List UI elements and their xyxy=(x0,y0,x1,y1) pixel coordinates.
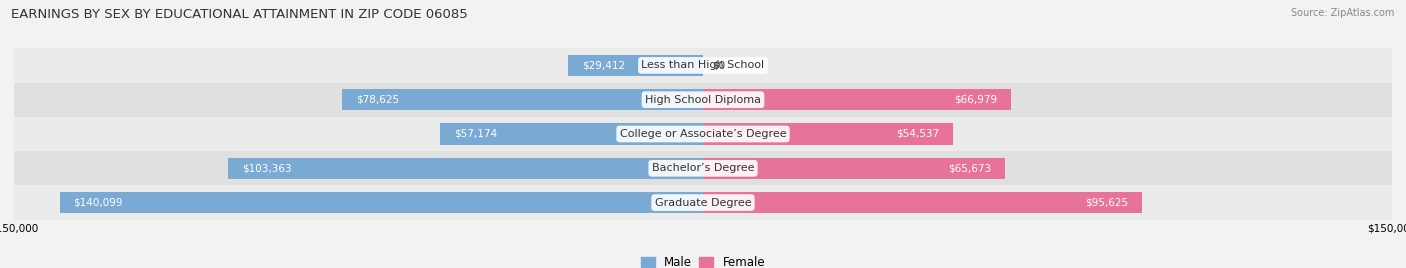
Bar xyxy=(14,83,1392,117)
Bar xyxy=(14,48,1392,83)
Text: Bachelor’s Degree: Bachelor’s Degree xyxy=(652,163,754,173)
Text: Graduate Degree: Graduate Degree xyxy=(655,198,751,208)
Text: $66,979: $66,979 xyxy=(953,95,997,105)
Legend: Male, Female: Male, Female xyxy=(641,256,765,268)
Text: High School Diploma: High School Diploma xyxy=(645,95,761,105)
Bar xyxy=(228,158,703,179)
Text: $95,625: $95,625 xyxy=(1085,198,1129,208)
Bar xyxy=(59,192,703,213)
Bar xyxy=(14,185,1392,220)
Bar xyxy=(440,123,703,145)
Bar xyxy=(14,151,1392,185)
Text: $78,625: $78,625 xyxy=(356,95,399,105)
Bar xyxy=(703,123,953,145)
Text: $54,537: $54,537 xyxy=(897,129,939,139)
Bar xyxy=(703,192,1142,213)
Text: EARNINGS BY SEX BY EDUCATIONAL ATTAINMENT IN ZIP CODE 06085: EARNINGS BY SEX BY EDUCATIONAL ATTAINMEN… xyxy=(11,8,468,21)
Text: $140,099: $140,099 xyxy=(73,198,122,208)
Text: $0: $0 xyxy=(713,60,725,70)
Text: $65,673: $65,673 xyxy=(948,163,991,173)
Text: $57,174: $57,174 xyxy=(454,129,498,139)
Bar xyxy=(342,89,703,110)
Text: $29,412: $29,412 xyxy=(582,60,624,70)
Text: Source: ZipAtlas.com: Source: ZipAtlas.com xyxy=(1291,8,1395,18)
Bar xyxy=(703,158,1005,179)
Bar xyxy=(703,89,1011,110)
Text: $103,363: $103,363 xyxy=(242,163,291,173)
Text: College or Associate’s Degree: College or Associate’s Degree xyxy=(620,129,786,139)
Bar xyxy=(14,117,1392,151)
Bar xyxy=(568,55,703,76)
Text: Less than High School: Less than High School xyxy=(641,60,765,70)
